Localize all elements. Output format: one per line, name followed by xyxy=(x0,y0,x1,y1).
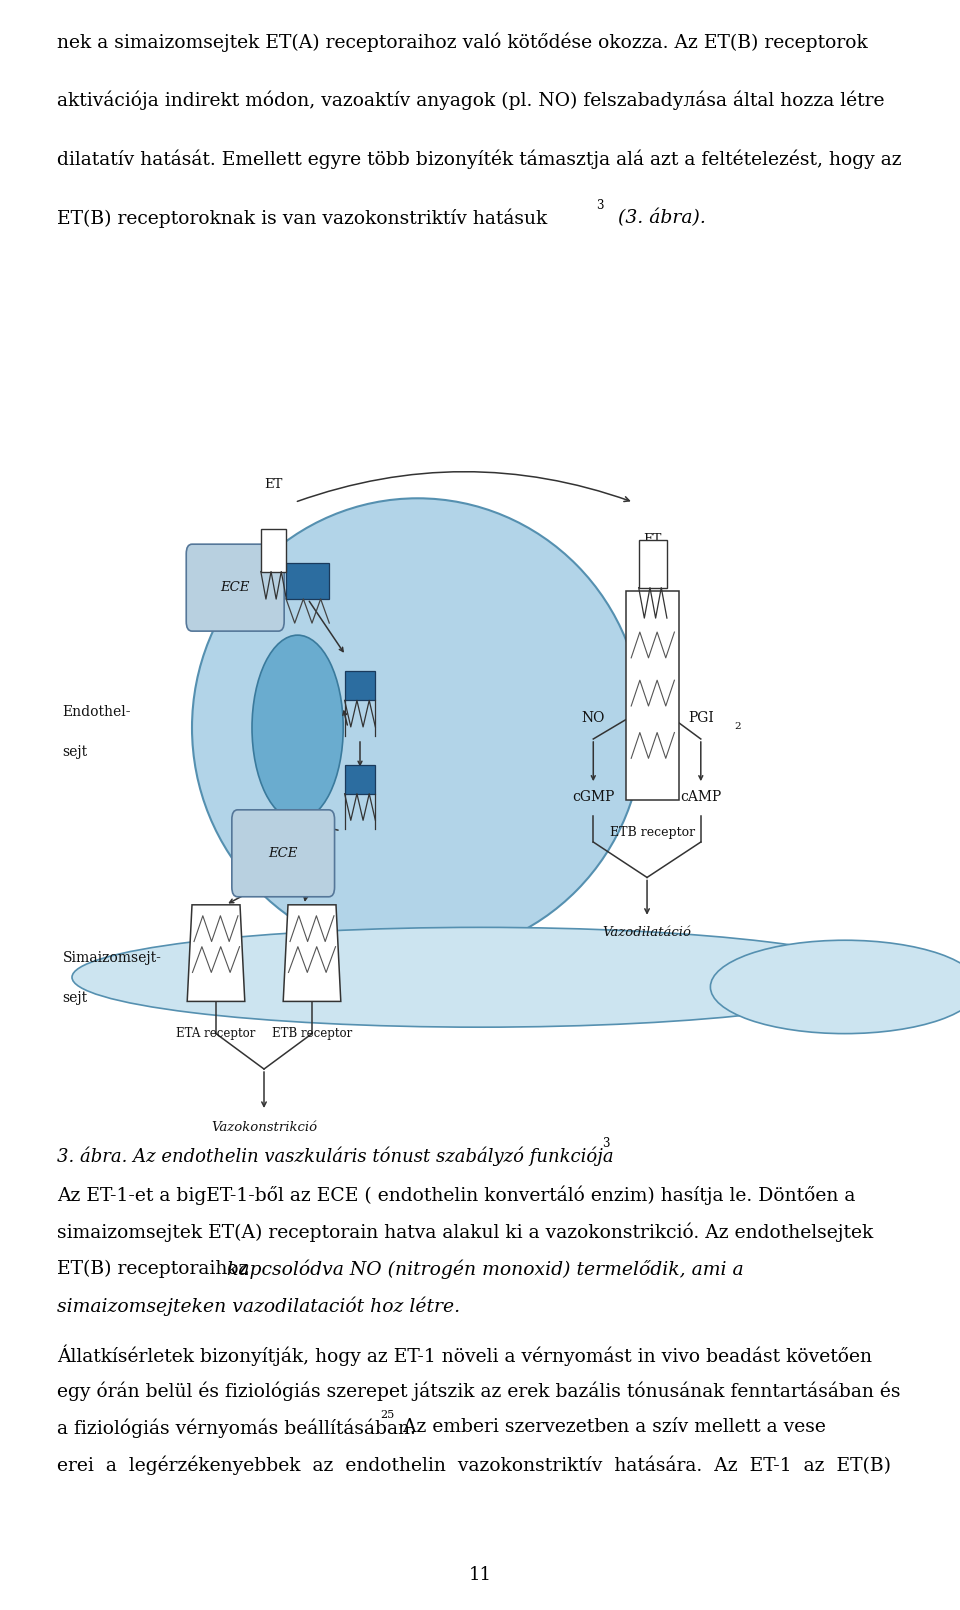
FancyBboxPatch shape xyxy=(186,544,284,631)
Text: kapcsolódva NO (nitrogén monoxid) termelődik, ami a: kapcsolódva NO (nitrogén monoxid) termel… xyxy=(227,1259,744,1278)
Bar xyxy=(627,591,680,800)
Text: PGI: PGI xyxy=(688,710,713,724)
Text: ETB receptor: ETB receptor xyxy=(272,1027,352,1040)
Text: Az emberi szervezetben a szív mellett a vese: Az emberi szervezetben a szív mellett a … xyxy=(397,1418,826,1436)
Text: NO: NO xyxy=(582,710,605,724)
Text: egy órán belül és fiziológiás szerepet játszik az erek bazális tónusának fenntar: egy órán belül és fiziológiás szerepet j… xyxy=(57,1381,900,1401)
Text: ETB receptor: ETB receptor xyxy=(611,826,695,839)
Text: Állatkísérletek bizonyítják, hogy az ET-1 növeli a vérnyomást in vivo beadást kö: Állatkísérletek bizonyítják, hogy az ET-… xyxy=(57,1344,872,1365)
Text: sejt: sejt xyxy=(62,745,87,758)
Bar xyxy=(286,564,329,599)
Text: Endothel-: Endothel- xyxy=(62,705,131,718)
Text: 3: 3 xyxy=(602,1137,610,1150)
Text: ET: ET xyxy=(643,533,662,546)
Text: 25: 25 xyxy=(380,1410,395,1420)
Bar xyxy=(345,671,375,700)
Text: Vazokonstrikció: Vazokonstrikció xyxy=(211,1121,317,1133)
Bar xyxy=(261,528,286,572)
Text: a fiziológiás vérnyomás beállításában.: a fiziológiás vérnyomás beállításában. xyxy=(57,1418,416,1438)
Text: ET(B) receptoraihoz: ET(B) receptoraihoz xyxy=(57,1259,254,1277)
Text: (3. ábra).: (3. ábra). xyxy=(612,208,706,227)
Text: dilatatív hatását. Emellett egyre több bizonyíték támasztja alá azt a feltételez: dilatatív hatását. Emellett egyre több b… xyxy=(57,150,901,169)
Text: ETA receptor: ETA receptor xyxy=(177,1027,255,1040)
Text: 11: 11 xyxy=(468,1565,492,1584)
Bar xyxy=(638,541,667,588)
Polygon shape xyxy=(283,905,341,1001)
Ellipse shape xyxy=(192,499,643,956)
Text: cAMP: cAMP xyxy=(681,791,721,803)
Text: simaizomsejteken vazodilataciót hoz létre.: simaizomsejteken vazodilataciót hoz létr… xyxy=(57,1296,460,1315)
Ellipse shape xyxy=(72,927,888,1027)
Text: ECE: ECE xyxy=(269,847,298,860)
Text: aktivációja indirekt módon, vazoaktív anyagok (pl. NO) felszabadулása által hozz: aktivációja indirekt módon, vazoaktív an… xyxy=(57,90,884,111)
Ellipse shape xyxy=(252,634,344,819)
Text: ECE: ECE xyxy=(221,581,250,594)
Text: ET(B) receptoroknak is van vazokonstriktív hatásuk: ET(B) receptoroknak is van vazokonstrikt… xyxy=(57,208,547,229)
Ellipse shape xyxy=(710,940,960,1034)
Text: ET: ET xyxy=(264,478,283,491)
FancyBboxPatch shape xyxy=(232,810,334,897)
Text: Vazodilatáció: Vazodilatáció xyxy=(603,926,691,939)
Text: cGMP: cGMP xyxy=(572,791,614,803)
Text: erei  a  legérzékenyebbek  az  endothelin  vazokonstriktív  hatására.  Az  ET-1 : erei a legérzékenyebbek az endothelin va… xyxy=(57,1455,891,1475)
Text: 3. ábra. Az endothelin vaszkuláris tónust szabályzó funkciója: 3. ábra. Az endothelin vaszkuláris tónus… xyxy=(57,1146,613,1166)
Text: simaizomsejtek ET(A) receptorain hatva alakul ki a vazokonstrikció. Az endothels: simaizomsejtek ET(A) receptorain hatva a… xyxy=(57,1222,874,1241)
Text: sejt: sejt xyxy=(62,992,87,1005)
Text: 2: 2 xyxy=(734,721,740,731)
Text: nek a simaizomsejtek ET(A) receptoraihoz való kötődése okozza. Az ET(B) receptor: nek a simaizomsejtek ET(A) receptoraihoz… xyxy=(57,32,868,52)
Bar xyxy=(345,765,375,794)
Text: Simaizomsejt-: Simaizomsejt- xyxy=(62,952,161,964)
Text: 3: 3 xyxy=(596,200,604,213)
Polygon shape xyxy=(187,905,245,1001)
Text: Az ET-1-et a bigET-1-ből az ECE ( endothelin konvertáló enzim) hasítja le. Döntő: Az ET-1-et a bigET-1-ből az ECE ( endoth… xyxy=(57,1185,855,1204)
